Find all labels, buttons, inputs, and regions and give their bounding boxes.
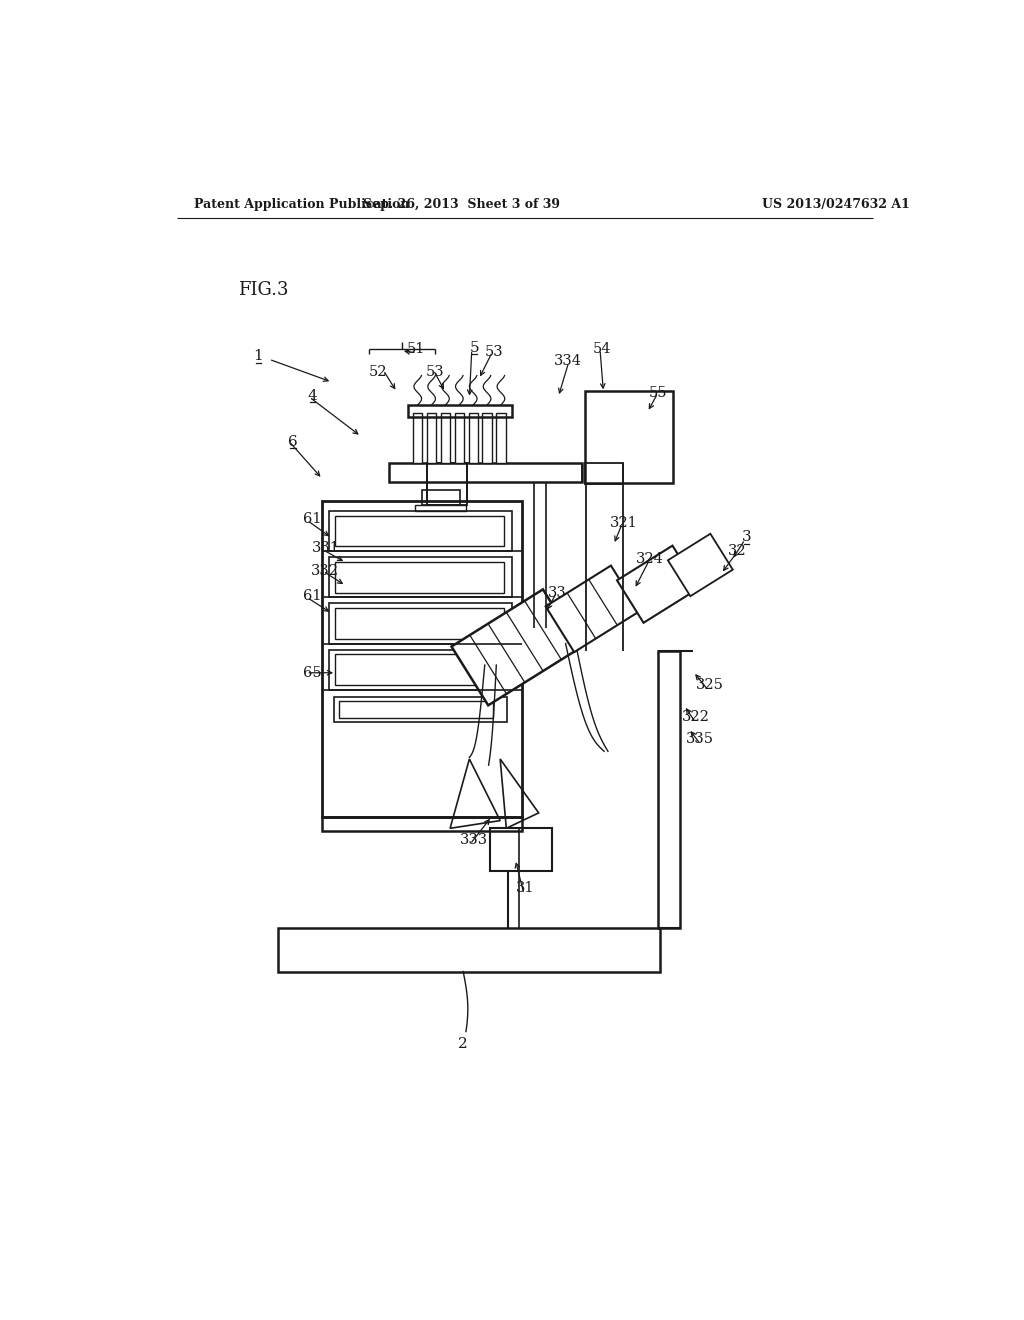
Text: 32: 32 xyxy=(728,544,746,558)
Text: 61: 61 xyxy=(303,512,322,525)
Text: 2: 2 xyxy=(459,1038,468,1051)
Bar xyxy=(330,557,512,597)
Bar xyxy=(427,412,436,462)
Bar xyxy=(416,506,466,511)
Text: US 2013/0247632 A1: US 2013/0247632 A1 xyxy=(762,198,910,211)
Bar xyxy=(334,697,507,722)
Bar xyxy=(330,649,512,689)
Bar xyxy=(427,462,467,506)
Text: 1: 1 xyxy=(254,350,263,363)
Bar xyxy=(335,562,504,593)
Bar xyxy=(585,462,624,484)
Text: 53: 53 xyxy=(425,366,444,379)
Text: 52: 52 xyxy=(370,366,388,379)
Bar xyxy=(490,829,552,871)
Text: 5: 5 xyxy=(470,341,479,355)
Bar xyxy=(330,603,512,644)
Bar xyxy=(585,391,674,483)
Text: 51: 51 xyxy=(407,342,425,356)
Text: 31: 31 xyxy=(515,882,535,895)
Text: 325: 325 xyxy=(695,678,724,692)
Text: 332: 332 xyxy=(311,564,339,578)
Bar xyxy=(469,412,478,462)
Text: 61: 61 xyxy=(303,589,322,603)
Text: 331: 331 xyxy=(311,541,339,554)
Text: 6: 6 xyxy=(288,434,298,449)
Text: 55: 55 xyxy=(649,387,668,400)
Bar xyxy=(482,412,492,462)
Text: 322: 322 xyxy=(682,710,710,725)
Bar xyxy=(658,651,680,928)
Bar xyxy=(335,655,504,685)
Text: 324: 324 xyxy=(636,552,665,566)
Text: 65: 65 xyxy=(303,665,322,680)
Text: FIG.3: FIG.3 xyxy=(239,281,289,300)
Text: Sep. 26, 2013  Sheet 3 of 39: Sep. 26, 2013 Sheet 3 of 39 xyxy=(364,198,560,211)
Polygon shape xyxy=(617,545,699,623)
Polygon shape xyxy=(452,590,580,705)
Bar xyxy=(455,412,464,462)
Polygon shape xyxy=(668,533,733,597)
Bar xyxy=(339,701,494,718)
Text: 321: 321 xyxy=(609,516,637,531)
Bar xyxy=(335,516,504,546)
Text: 4: 4 xyxy=(307,388,317,403)
Text: Patent Application Publication: Patent Application Publication xyxy=(194,198,410,211)
Bar xyxy=(441,412,451,462)
Text: 33: 33 xyxy=(548,586,566,599)
Bar xyxy=(389,462,582,482)
Bar xyxy=(322,817,521,830)
Bar xyxy=(335,609,504,639)
Text: 54: 54 xyxy=(593,342,611,356)
Bar xyxy=(497,412,506,462)
Polygon shape xyxy=(546,565,640,652)
Bar xyxy=(322,502,521,817)
Bar xyxy=(330,511,512,552)
Bar xyxy=(408,405,512,417)
Text: 334: 334 xyxy=(554,354,582,368)
Text: 53: 53 xyxy=(484,346,504,359)
Bar xyxy=(413,412,422,462)
Text: 333: 333 xyxy=(460,833,488,847)
Bar xyxy=(422,490,460,504)
Text: 335: 335 xyxy=(686,733,715,746)
Text: 3: 3 xyxy=(741,531,752,544)
Bar xyxy=(279,928,659,972)
